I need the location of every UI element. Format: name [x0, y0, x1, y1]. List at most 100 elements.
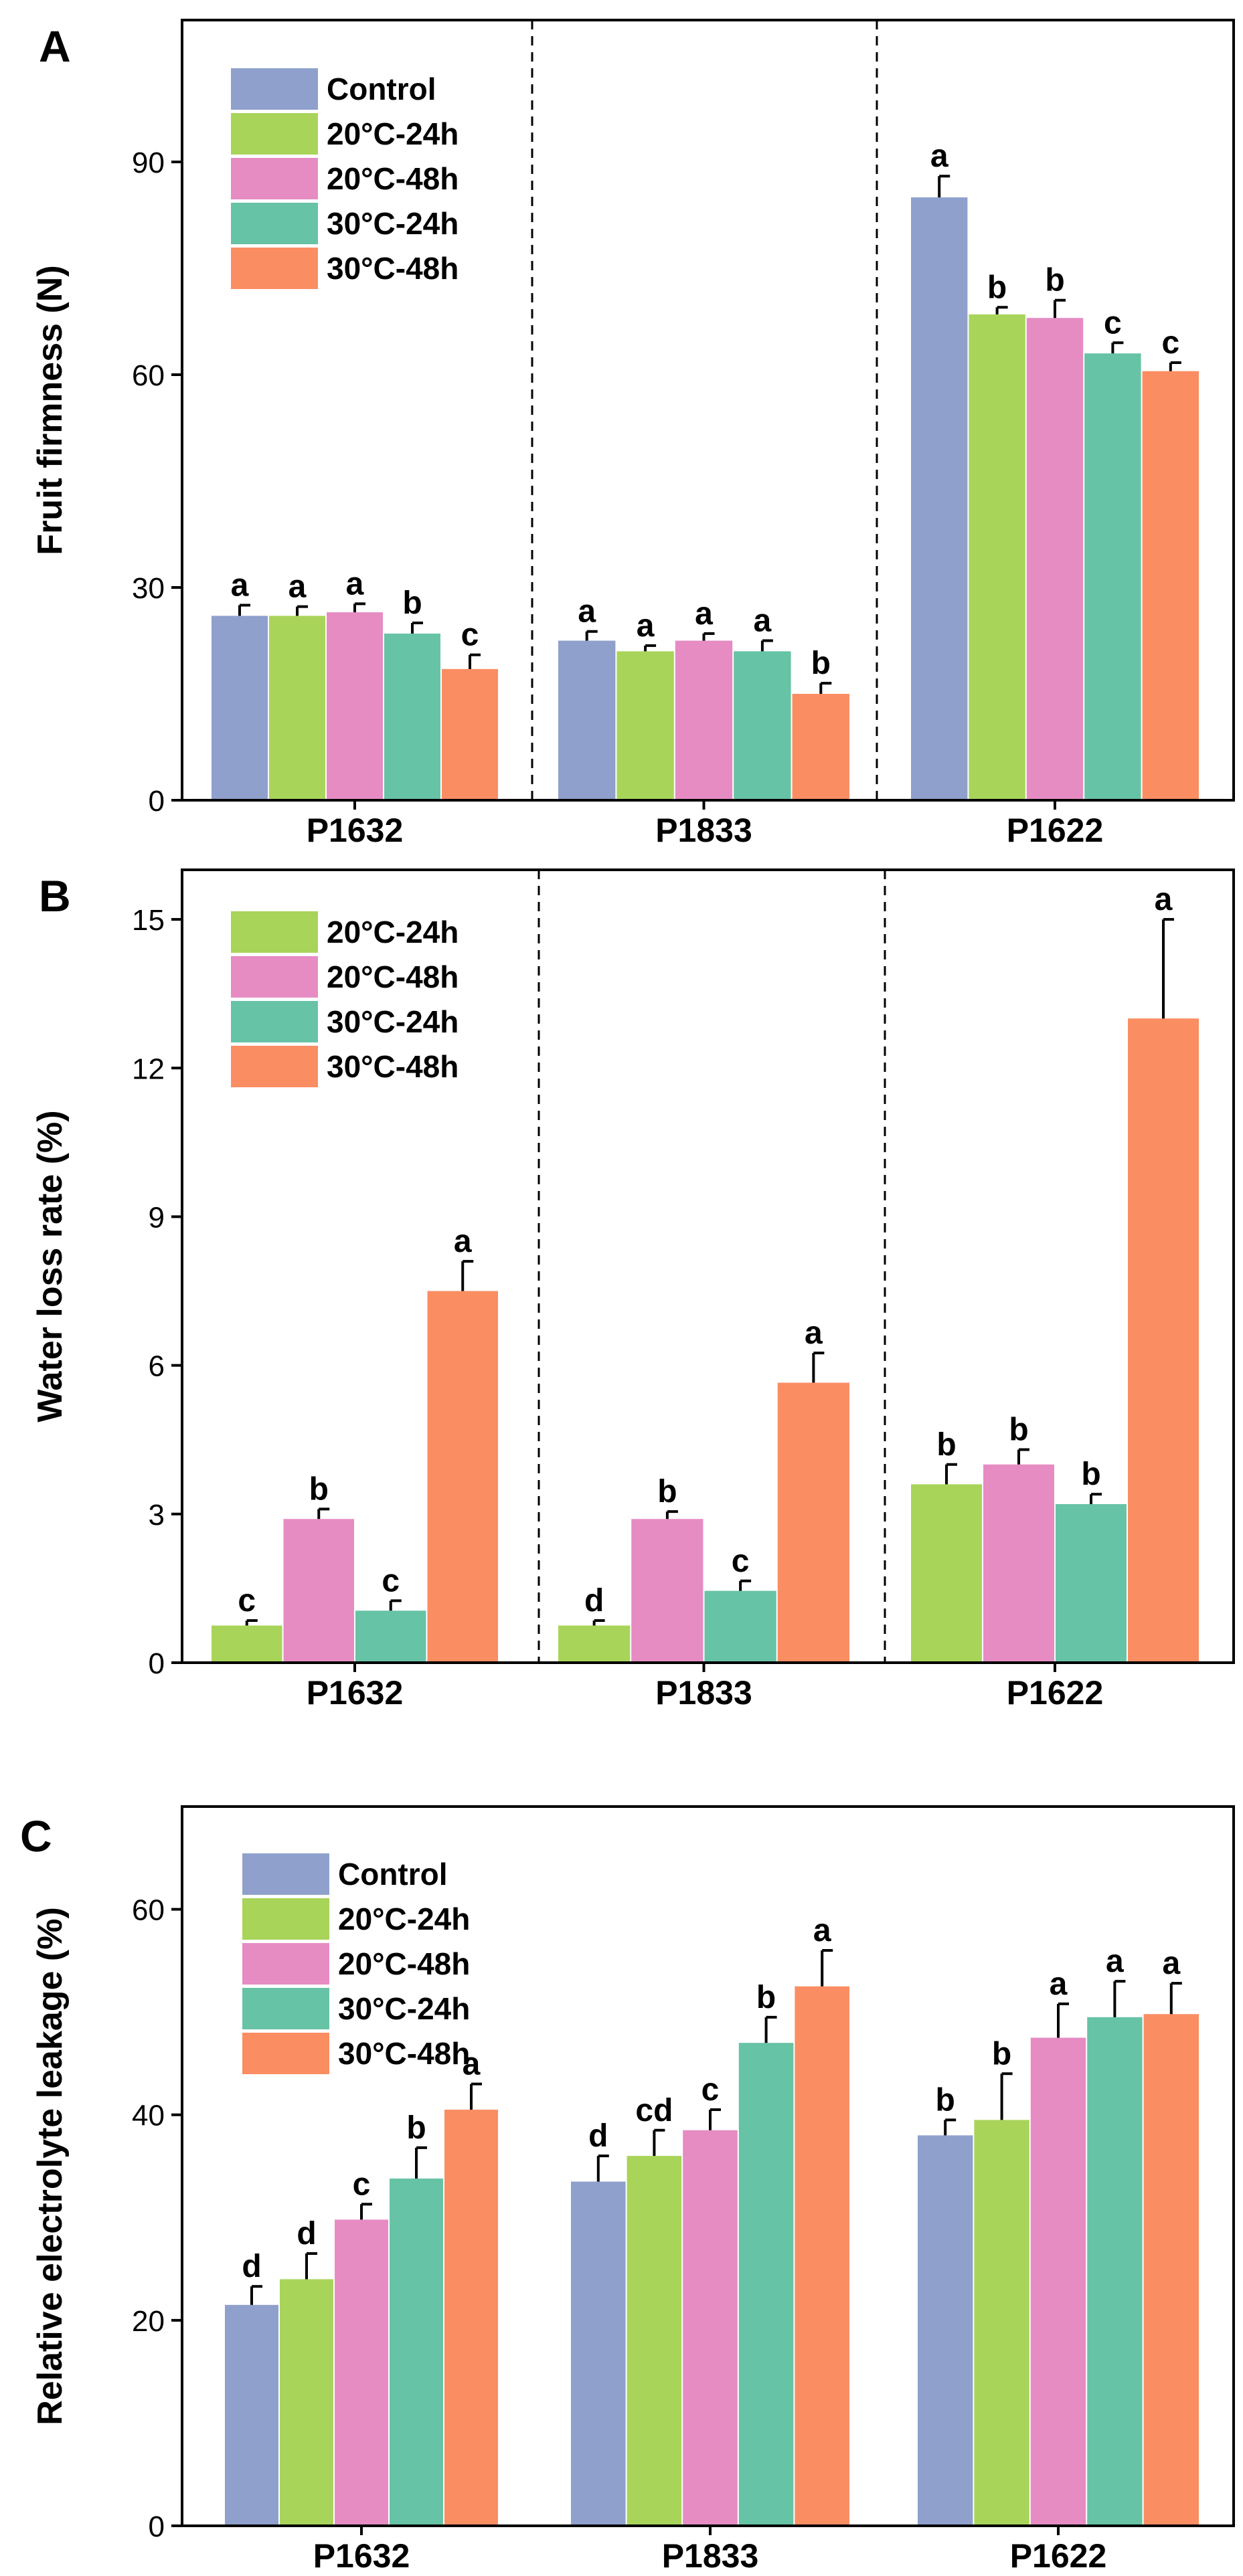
- significance-letter: b: [936, 1427, 956, 1463]
- legend-swatch: [231, 203, 318, 244]
- significance-letter: a: [805, 1315, 823, 1351]
- panel-a: A Fruit firmness (N) 0 30 60 90 a a a b c P1632 a a a a…: [31, 19, 1235, 849]
- significance-letter: c: [382, 1563, 400, 1598]
- bar: [704, 1590, 776, 1663]
- significance-letter: b: [309, 1471, 329, 1507]
- legend-label: 20°C-24h: [327, 915, 459, 949]
- significance-letter: c: [353, 2167, 371, 2202]
- legend-swatch: [231, 911, 318, 953]
- bar: [558, 1625, 631, 1663]
- panel-letter: B: [39, 871, 71, 921]
- y-axis-label: Water loss rate (%): [31, 1110, 70, 1422]
- y-tick-label: 0: [149, 785, 165, 818]
- y-tick-label: 60: [132, 359, 165, 392]
- bar: [1026, 318, 1084, 800]
- y-tick-label: 15: [132, 904, 165, 937]
- significance-letter: b: [402, 585, 422, 621]
- significance-letter: a: [637, 608, 655, 644]
- y-tick-label: 3: [149, 1499, 165, 1532]
- x-tick-label: P1622: [1007, 1674, 1104, 1712]
- bar: [792, 694, 849, 800]
- panel-c: C Relative electrolyte leakage (%) 0 20 40 60…: [20, 1805, 1235, 2575]
- y-tick-label: 40: [132, 2100, 165, 2132]
- plot-frame: [181, 1805, 1235, 2527]
- significance-letter: a: [695, 596, 713, 632]
- bar: [427, 1291, 498, 1663]
- legend-label: 30°C-24h: [338, 1991, 470, 2026]
- significance-letter: a: [1162, 1946, 1180, 1981]
- panel-b: B Water loss rate (%) 0 3 6 9 12 15 c b c a P1632 d b c…: [31, 868, 1235, 1712]
- bar: [738, 2043, 794, 2526]
- legend-label: 20°C-48h: [327, 959, 459, 994]
- bar: [974, 2120, 1029, 2526]
- bar: [631, 1519, 703, 1663]
- y-tick-label: 0: [149, 1647, 165, 1680]
- y-tick-label: 6: [149, 1350, 165, 1383]
- legend-label: 30°C-48h: [327, 251, 459, 286]
- bar: [355, 1611, 426, 1663]
- legend-label: 20°C-48h: [338, 1946, 470, 1981]
- bar: [969, 314, 1025, 800]
- significance-letter: b: [1045, 263, 1064, 298]
- bar: [225, 2304, 278, 2526]
- bar: [983, 1464, 1054, 1663]
- legend-swatch: [242, 2033, 329, 2074]
- bar: [1142, 371, 1199, 800]
- bar: [269, 616, 325, 800]
- significance-letter: a: [454, 1224, 472, 1259]
- legend-swatch: [242, 1853, 329, 1895]
- significance-letter: d: [584, 1583, 604, 1619]
- significance-letter: b: [1009, 1412, 1028, 1448]
- significance-letter: a: [578, 594, 596, 630]
- legend-label: 30°C-48h: [327, 1049, 459, 1084]
- bar: [1084, 353, 1141, 800]
- y-tick-label: 30: [132, 572, 165, 605]
- legend-swatch: [231, 1046, 318, 1087]
- bar: [558, 640, 616, 800]
- bar: [1087, 2017, 1143, 2526]
- y-tick-label: 9: [149, 1201, 165, 1234]
- legend-swatch: [231, 1001, 318, 1042]
- legend-swatch: [242, 1898, 329, 1940]
- bar: [384, 633, 440, 800]
- bar: [212, 616, 268, 800]
- significance-letter: d: [588, 2118, 608, 2154]
- significance-letter: c: [238, 1583, 256, 1619]
- significance-letter: b: [657, 1474, 677, 1509]
- bar: [280, 2279, 333, 2526]
- significance-letter: b: [406, 2110, 426, 2146]
- legend-label: 30°C-24h: [327, 1004, 459, 1039]
- significance-letter: c: [701, 2072, 720, 2108]
- y-tick-label: 0: [149, 2510, 165, 2543]
- legend-label: 30°C-48h: [338, 2036, 470, 2071]
- bar: [390, 2178, 443, 2526]
- x-tick-label: P1632: [313, 2537, 410, 2575]
- legend-swatch: [242, 1988, 329, 2029]
- significance-letter: a: [288, 569, 307, 605]
- bar: [911, 1484, 982, 1663]
- y-tick-label: 20: [132, 2305, 165, 2338]
- x-tick-label: P1622: [1010, 2537, 1107, 2575]
- bar: [683, 2130, 738, 2526]
- plot-frame: [181, 19, 1235, 802]
- bar: [442, 668, 498, 800]
- legend-label: Control: [327, 72, 436, 106]
- significance-letter: a: [231, 568, 249, 604]
- bar: [327, 612, 383, 800]
- legend-swatch: [231, 248, 318, 289]
- significance-letter: b: [987, 270, 1007, 305]
- y-axis-label: Relative electrolyte leakage (%): [31, 1907, 70, 2425]
- x-tick-label: P1632: [307, 812, 404, 849]
- significance-letter: b: [992, 2036, 1011, 2072]
- significance-letter: a: [754, 604, 772, 639]
- legend-label: 20°C-48h: [327, 161, 459, 196]
- bar: [795, 1986, 849, 2526]
- x-tick-label: P1632: [307, 1674, 404, 1712]
- bar: [734, 651, 791, 800]
- bar: [444, 2110, 498, 2526]
- legend-label: 30°C-24h: [327, 206, 459, 241]
- bar: [212, 1625, 282, 1663]
- significance-letter: a: [930, 139, 948, 174]
- panel-letter: C: [20, 1811, 52, 1861]
